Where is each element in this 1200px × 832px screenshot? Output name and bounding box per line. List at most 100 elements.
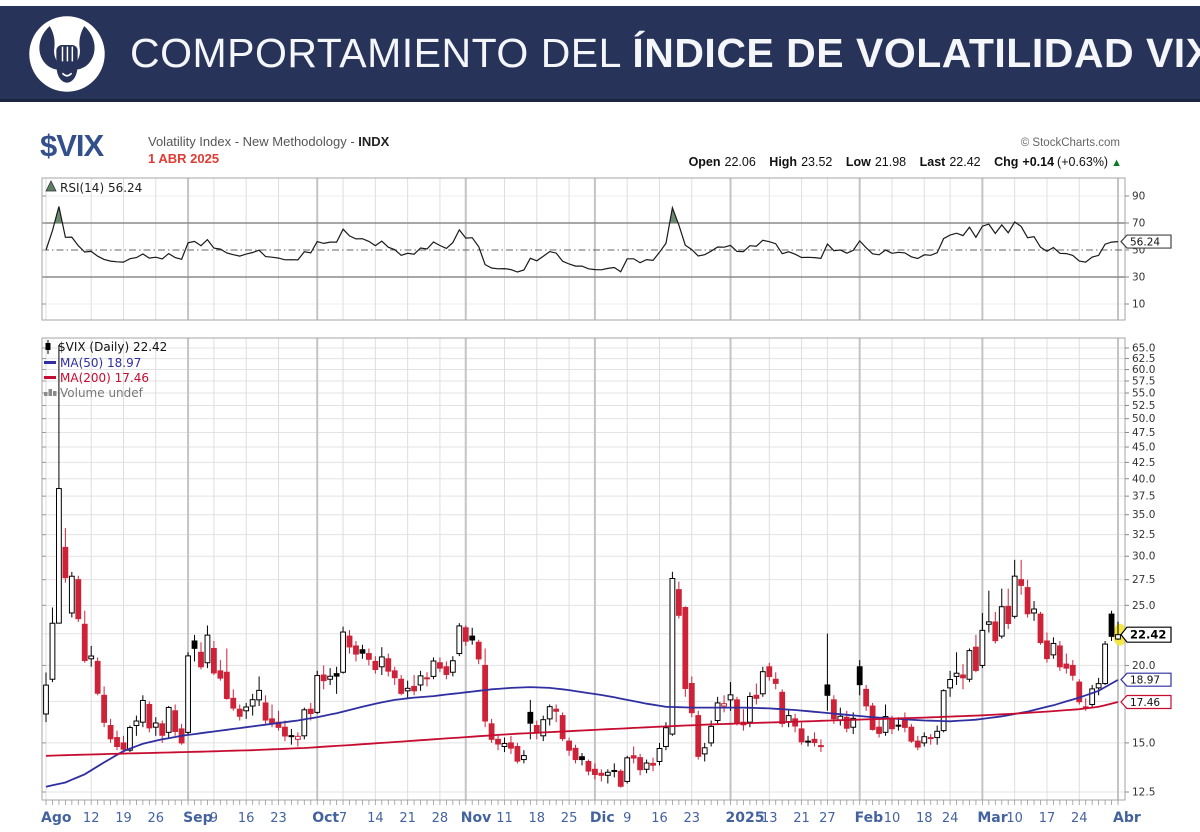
svg-text:10: 10 <box>884 811 901 826</box>
rsi-legend: RSI(14) 56.24 <box>45 180 142 195</box>
svg-text:24: 24 <box>942 811 959 826</box>
svg-text:18: 18 <box>529 811 546 826</box>
svg-text:MA(50) 18.97: MA(50) 18.97 <box>60 356 141 370</box>
svg-text:50.0: 50.0 <box>1132 413 1155 425</box>
svg-text:90: 90 <box>1132 191 1145 203</box>
svg-text:47.5: 47.5 <box>1132 427 1155 439</box>
rsi-area-icon <box>45 180 57 192</box>
ma50-line <box>45 679 1119 788</box>
svg-text:Nov: Nov <box>461 810 491 826</box>
quote-low-value: 21.98 <box>874 155 907 169</box>
bull-logo <box>26 13 108 95</box>
svg-text:16: 16 <box>238 811 255 826</box>
svg-text:10: 10 <box>1006 811 1023 826</box>
svg-text:14: 14 <box>367 811 384 826</box>
svg-text:17.46: 17.46 <box>1130 697 1160 709</box>
price-gridlines <box>42 195 1125 793</box>
svg-text:60.0: 60.0 <box>1132 364 1155 376</box>
svg-text:Dic: Dic <box>590 810 615 826</box>
svg-text:45.0: 45.0 <box>1132 442 1155 454</box>
quote-summary-row: Open 22.06 High 23.52 Low 21.98 Last 22.42 C… <box>689 155 1122 169</box>
svg-text:70: 70 <box>1132 218 1145 230</box>
svg-text:57.5: 57.5 <box>1132 376 1155 388</box>
svg-text:10: 10 <box>1132 299 1145 311</box>
svg-text:RSI(14) 56.24: RSI(14) 56.24 <box>60 181 142 195</box>
page-title: COMPORTAMIENTO DEL ÍNDICE DE VOLATILIDAD… <box>130 30 1200 77</box>
svg-text:37.5: 37.5 <box>1132 491 1155 503</box>
ma200-line <box>45 701 1119 757</box>
up-arrow-icon: ▲ <box>1111 157 1122 169</box>
svg-text:2025: 2025 <box>726 810 765 826</box>
svg-text:52.5: 52.5 <box>1132 400 1155 412</box>
svg-text:21: 21 <box>399 811 416 826</box>
svg-text:15.0: 15.0 <box>1132 737 1155 749</box>
quote-chg-value: +0.14 <box>1022 155 1055 169</box>
svg-text:42.5: 42.5 <box>1132 457 1155 469</box>
panel-backgrounds <box>42 178 1125 800</box>
svg-text:18.97: 18.97 <box>1130 675 1160 687</box>
svg-text:19: 19 <box>115 811 132 826</box>
page-title-regular: COMPORTAMIENTO DEL <box>130 30 633 76</box>
quote-open-value: 22.06 <box>724 155 756 169</box>
svg-text:MA(200) 17.46: MA(200) 17.46 <box>60 371 149 385</box>
svg-text:65.0: 65.0 <box>1132 343 1155 355</box>
svg-text:Mar: Mar <box>977 810 1007 826</box>
svg-text:12.5: 12.5 <box>1132 787 1155 799</box>
copyright-credit: © StockCharts.com <box>1020 137 1120 149</box>
quote-high-value: 23.52 <box>801 155 833 169</box>
price-axis-labels: 65.062.560.057.555.052.550.0 47.5 45.0 42.5… <box>42 343 1155 799</box>
svg-text:27: 27 <box>819 811 836 826</box>
svg-text:56.24: 56.24 <box>1130 237 1160 249</box>
chart-date: 1 ABR 2025 <box>148 151 220 166</box>
quote-last-label: Last <box>919 155 946 169</box>
svg-text:9: 9 <box>210 811 218 826</box>
svg-text:Oct: Oct <box>312 810 339 826</box>
svg-text:23: 23 <box>270 811 287 826</box>
svg-text:28: 28 <box>432 811 449 826</box>
header-banner: COMPORTAMIENTO DEL ÍNDICE DE VOLATILIDAD… <box>0 6 1200 102</box>
volume-bars-icon <box>48 389 52 396</box>
svg-text:22.42: 22.42 <box>1130 628 1166 642</box>
svg-text:Feb: Feb <box>855 810 884 826</box>
page-title-bold: ÍNDICE DE VOLATILIDAD VIX <box>632 30 1200 76</box>
quote-low-label: Low <box>845 155 871 169</box>
svg-text:24: 24 <box>1071 811 1088 826</box>
svg-text:Ago: Ago <box>41 810 72 826</box>
svg-text:12: 12 <box>83 811 100 826</box>
ma50-swatch <box>44 361 56 364</box>
svg-text:16: 16 <box>651 811 668 826</box>
svg-text:27.5: 27.5 <box>1132 574 1155 586</box>
axis-callout: 22.42 <box>1120 626 1172 643</box>
svg-text:62.5: 62.5 <box>1132 353 1155 365</box>
svg-text:21: 21 <box>793 811 810 826</box>
svg-text:30: 30 <box>1132 272 1145 284</box>
quote-open-label: Open <box>688 155 721 169</box>
svg-text:Volume undef: Volume undef <box>60 386 144 400</box>
svg-text:7: 7 <box>339 811 347 826</box>
ticker-exchange: INDX <box>358 134 390 149</box>
svg-text:11: 11 <box>496 811 513 826</box>
svg-text:23: 23 <box>684 811 701 826</box>
panel-borders <box>41 177 1126 801</box>
volume-bars-icon <box>53 391 57 396</box>
svg-text:$VIX (Daily) 22.42: $VIX (Daily) 22.42 <box>58 340 167 354</box>
axis-callout: 18.97 <box>1120 672 1172 687</box>
svg-text:9: 9 <box>623 811 631 826</box>
svg-text:55.0: 55.0 <box>1132 387 1155 399</box>
quote-chg-label: Chg <box>994 155 1019 169</box>
bull-icon <box>29 16 105 92</box>
axis-callout: 17.46 <box>1120 694 1172 710</box>
svg-text:26: 26 <box>148 811 165 826</box>
svg-text:20.0: 20.0 <box>1132 660 1155 672</box>
ma200-swatch <box>44 376 56 379</box>
axis-callout: 56.24 <box>1120 234 1172 249</box>
svg-text:30.0: 30.0 <box>1132 551 1155 563</box>
candlesticks <box>43 344 1127 788</box>
ticker-description: Volatility Index - New Methodology - IND… <box>148 134 389 149</box>
svg-text:Sep: Sep <box>183 810 213 826</box>
ticker-description-text: Volatility Index - New Methodology - <box>148 134 355 149</box>
